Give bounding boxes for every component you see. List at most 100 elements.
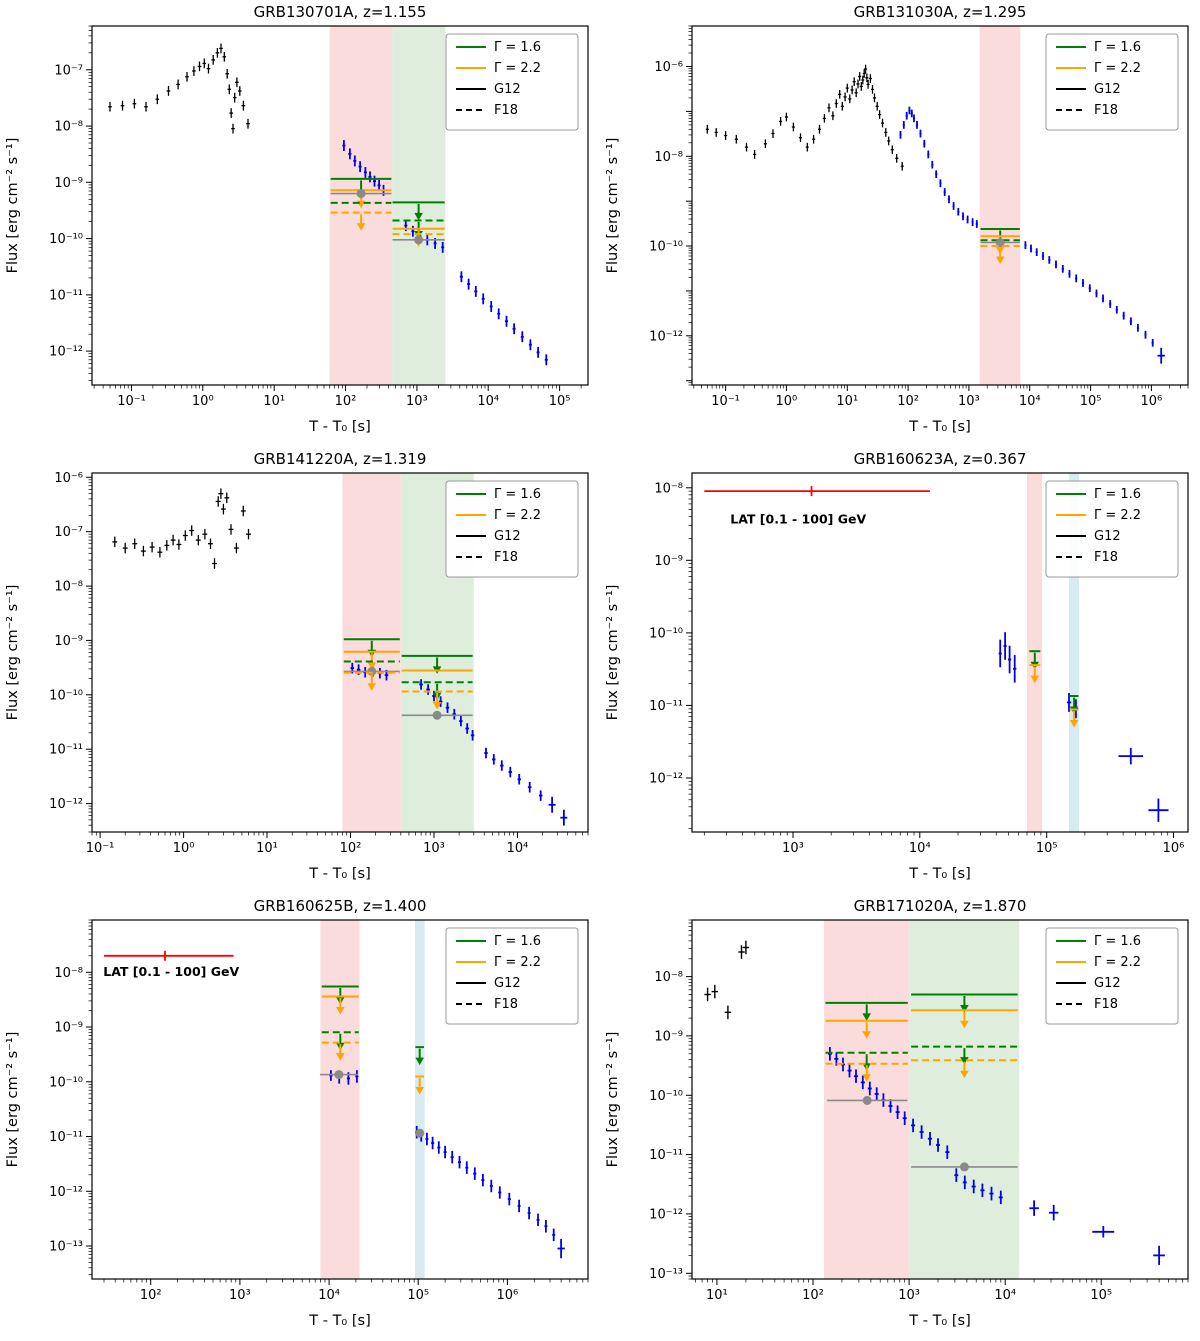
svg-text:10⁻¹³: 10⁻¹³ [49, 1240, 83, 1255]
svg-text:G12: G12 [1094, 529, 1121, 544]
svg-text:10⁻⁸: 10⁻⁸ [54, 966, 83, 981]
svg-text:10⁶: 10⁶ [1141, 394, 1163, 409]
flux-limit [911, 1059, 1018, 1079]
x-axis-label: T - T₀ [s] [308, 1313, 370, 1329]
svg-text:10⁵: 10⁵ [407, 1288, 429, 1303]
svg-text:10⁰: 10⁰ [173, 841, 195, 856]
svg-text:10²: 10² [802, 1288, 824, 1303]
lat-detection: LAT [0.1 - 100] GeV [103, 950, 239, 979]
time-window-band [909, 920, 1020, 1279]
svg-text:10⁴: 10⁴ [318, 1288, 340, 1303]
plot-frame [91, 25, 589, 386]
svg-text:G12: G12 [1094, 82, 1121, 97]
svg-text:10⁻¹: 10⁻¹ [117, 394, 146, 409]
plot-frame [91, 472, 589, 833]
svg-text:10¹: 10¹ [706, 1288, 728, 1303]
legend: Γ = 1.6 Γ = 2.2 G12 F18 [1045, 927, 1179, 1025]
panel-GRB160623A: 10³ 10⁴ 10⁵ 10⁶ 10⁻⁸ 10⁻⁹ 10⁻¹⁰ 10⁻¹¹ 10⁻¹² LAT [… [605, 450, 1189, 882]
lat-label: LAT [0.1 - 100] GeV [103, 964, 239, 979]
flux-limit [401, 690, 473, 710]
time-window-band [979, 26, 1021, 385]
svg-text:10¹: 10¹ [256, 841, 278, 856]
tick-labels: 10² 10³ 10⁴ 10⁵ 10⁶ 10⁻⁸ 10⁻⁹ 10⁻¹⁰ 10⁻¹¹ 10⁻¹² 10… [49, 966, 518, 1303]
svg-text:Γ = 1.6: Γ = 1.6 [494, 487, 541, 502]
svg-text:F18: F18 [494, 103, 518, 118]
svg-text:10¹: 10¹ [263, 394, 285, 409]
svg-text:10⁻⁸: 10⁻⁸ [654, 481, 683, 496]
series-prompt [705, 64, 904, 171]
panel-title: GRB160625B, z=1.400 [254, 897, 427, 915]
svg-text:Γ = 1.6: Γ = 1.6 [1094, 487, 1141, 502]
x-axis-label: T - T₀ [s] [908, 419, 970, 435]
svg-text:10³: 10³ [229, 1288, 251, 1303]
legend: Γ = 1.6 Γ = 2.2 G12 F18 [445, 480, 579, 578]
svg-text:Γ = 2.2: Γ = 2.2 [494, 508, 541, 523]
svg-text:10³: 10³ [958, 394, 980, 409]
svg-text:10⁶: 10⁶ [1163, 841, 1185, 856]
x-axis-label: T - T₀ [s] [308, 866, 370, 882]
svg-text:10⁻⁸: 10⁻⁸ [54, 580, 83, 595]
time-window-band [320, 920, 360, 1279]
svg-text:10⁻⁶: 10⁻⁶ [654, 60, 683, 75]
panel-GRB171020A: 10¹ 10² 10³ 10⁴ 10⁵ 10⁻⁸ 10⁻⁹ 10⁻¹⁰ 10⁻¹¹ 10⁻¹² 10… [605, 897, 1189, 1329]
svg-text:10⁻⁸: 10⁻⁸ [54, 120, 83, 135]
tick-labels: 10³ 10⁴ 10⁵ 10⁶ 10⁻⁸ 10⁻⁹ 10⁻¹⁰ 10⁻¹¹ 10⁻¹² [649, 481, 1184, 856]
flux-limit [825, 1019, 908, 1039]
series-afterglow [899, 106, 1165, 364]
svg-text:F18: F18 [494, 550, 518, 565]
svg-text:10⁵: 10⁵ [1036, 841, 1058, 856]
flux-limit [827, 1095, 908, 1105]
legend: Γ = 1.6 Γ = 2.2 G12 F18 [1045, 480, 1179, 578]
svg-text:F18: F18 [1094, 550, 1118, 565]
flux-limit [319, 1070, 358, 1080]
panel-title: GRB141220A, z=1.319 [254, 450, 427, 468]
svg-text:10⁶: 10⁶ [497, 1288, 519, 1303]
tick-labels: 10⁻¹ 10⁰ 10¹ 10² 10³ 10⁴ 10⁵ 10⁻⁷ 10⁻⁸ 10⁻⁹ 10⁻¹⁰ 1… [49, 63, 570, 409]
time-window-band [1069, 473, 1080, 832]
time-window-band [1027, 473, 1043, 832]
flux-limit [911, 993, 1018, 1013]
flux-limit [321, 1041, 359, 1061]
svg-text:10⁻¹²: 10⁻¹² [49, 345, 83, 360]
panel-GRB141220A: 10⁻¹ 10⁰ 10¹ 10² 10³ 10⁴ 10⁻⁶ 10⁻⁷ 10⁻⁸ 10⁻⁹ 10⁻¹⁰… [5, 450, 589, 882]
svg-text:10⁻¹³: 10⁻¹³ [649, 1267, 683, 1282]
svg-text:G12: G12 [494, 529, 521, 544]
tick-labels: 10⁻¹ 10⁰ 10¹ 10² 10³ 10⁴ 10⁻⁶ 10⁻⁷ 10⁻⁸ 10⁻⁹ 10⁻¹⁰… [49, 471, 528, 856]
svg-text:G12: G12 [494, 82, 521, 97]
svg-text:10⁻¹⁰: 10⁻¹⁰ [49, 232, 83, 247]
panel-title: GRB131030A, z=1.295 [854, 3, 1027, 21]
series-prompt [704, 940, 750, 1020]
panel-GRB131030A: 10⁻¹ 10⁰ 10¹ 10² 10³ 10⁴ 10⁵ 10⁶ 10⁻⁶ 10⁻⁸ 10⁻¹⁰ 10… [605, 3, 1189, 435]
svg-text:10⁻⁸: 10⁻⁸ [654, 150, 683, 165]
svg-text:10⁻⁷: 10⁻⁷ [54, 525, 83, 540]
svg-text:10⁻⁷: 10⁻⁷ [54, 63, 83, 78]
flux-limit [330, 189, 392, 199]
plot-frame [691, 919, 1189, 1280]
svg-text:10⁻¹²: 10⁻¹² [49, 1185, 83, 1200]
svg-text:10⁻⁹: 10⁻⁹ [54, 1021, 83, 1036]
svg-text:10⁰: 10⁰ [192, 394, 214, 409]
svg-text:10³: 10³ [423, 841, 445, 856]
svg-text:Γ = 2.2: Γ = 2.2 [494, 61, 541, 76]
flux-limit [330, 211, 392, 231]
flux-limit [401, 710, 473, 720]
svg-text:10²: 10² [335, 394, 357, 409]
svg-text:10⁻¹¹: 10⁻¹¹ [649, 699, 683, 714]
flux-limit [980, 245, 1020, 264]
flux-limit [415, 1075, 424, 1095]
tick-labels: 10⁻¹ 10⁰ 10¹ 10² 10³ 10⁴ 10⁵ 10⁶ 10⁻⁶ 10⁻⁸ 10⁻¹⁰ 10… [649, 60, 1162, 409]
panel-GRB130701A: 10⁻¹ 10⁰ 10¹ 10² 10³ 10⁴ 10⁵ 10⁻⁷ 10⁻⁸ 10⁻⁹ 10⁻¹⁰ 1… [5, 3, 589, 435]
panel-title: GRB130701A, z=1.155 [254, 3, 427, 21]
svg-text:G12: G12 [1094, 976, 1121, 991]
svg-text:Γ = 2.2: Γ = 2.2 [1094, 508, 1141, 523]
x-axis-label: T - T₀ [s] [908, 866, 970, 882]
svg-text:10⁻¹²: 10⁻¹² [649, 772, 683, 787]
svg-text:10³: 10³ [406, 394, 428, 409]
y-axis-label: Flux [erg cm⁻² s⁻¹] [5, 585, 21, 721]
plot-frame [691, 472, 1189, 833]
y-axis-label: Flux [erg cm⁻² s⁻¹] [5, 138, 21, 274]
x-axis-label: T - T₀ [s] [908, 1313, 970, 1329]
svg-text:10⁻⁶: 10⁻⁶ [54, 471, 83, 486]
svg-text:10⁵: 10⁵ [549, 394, 571, 409]
